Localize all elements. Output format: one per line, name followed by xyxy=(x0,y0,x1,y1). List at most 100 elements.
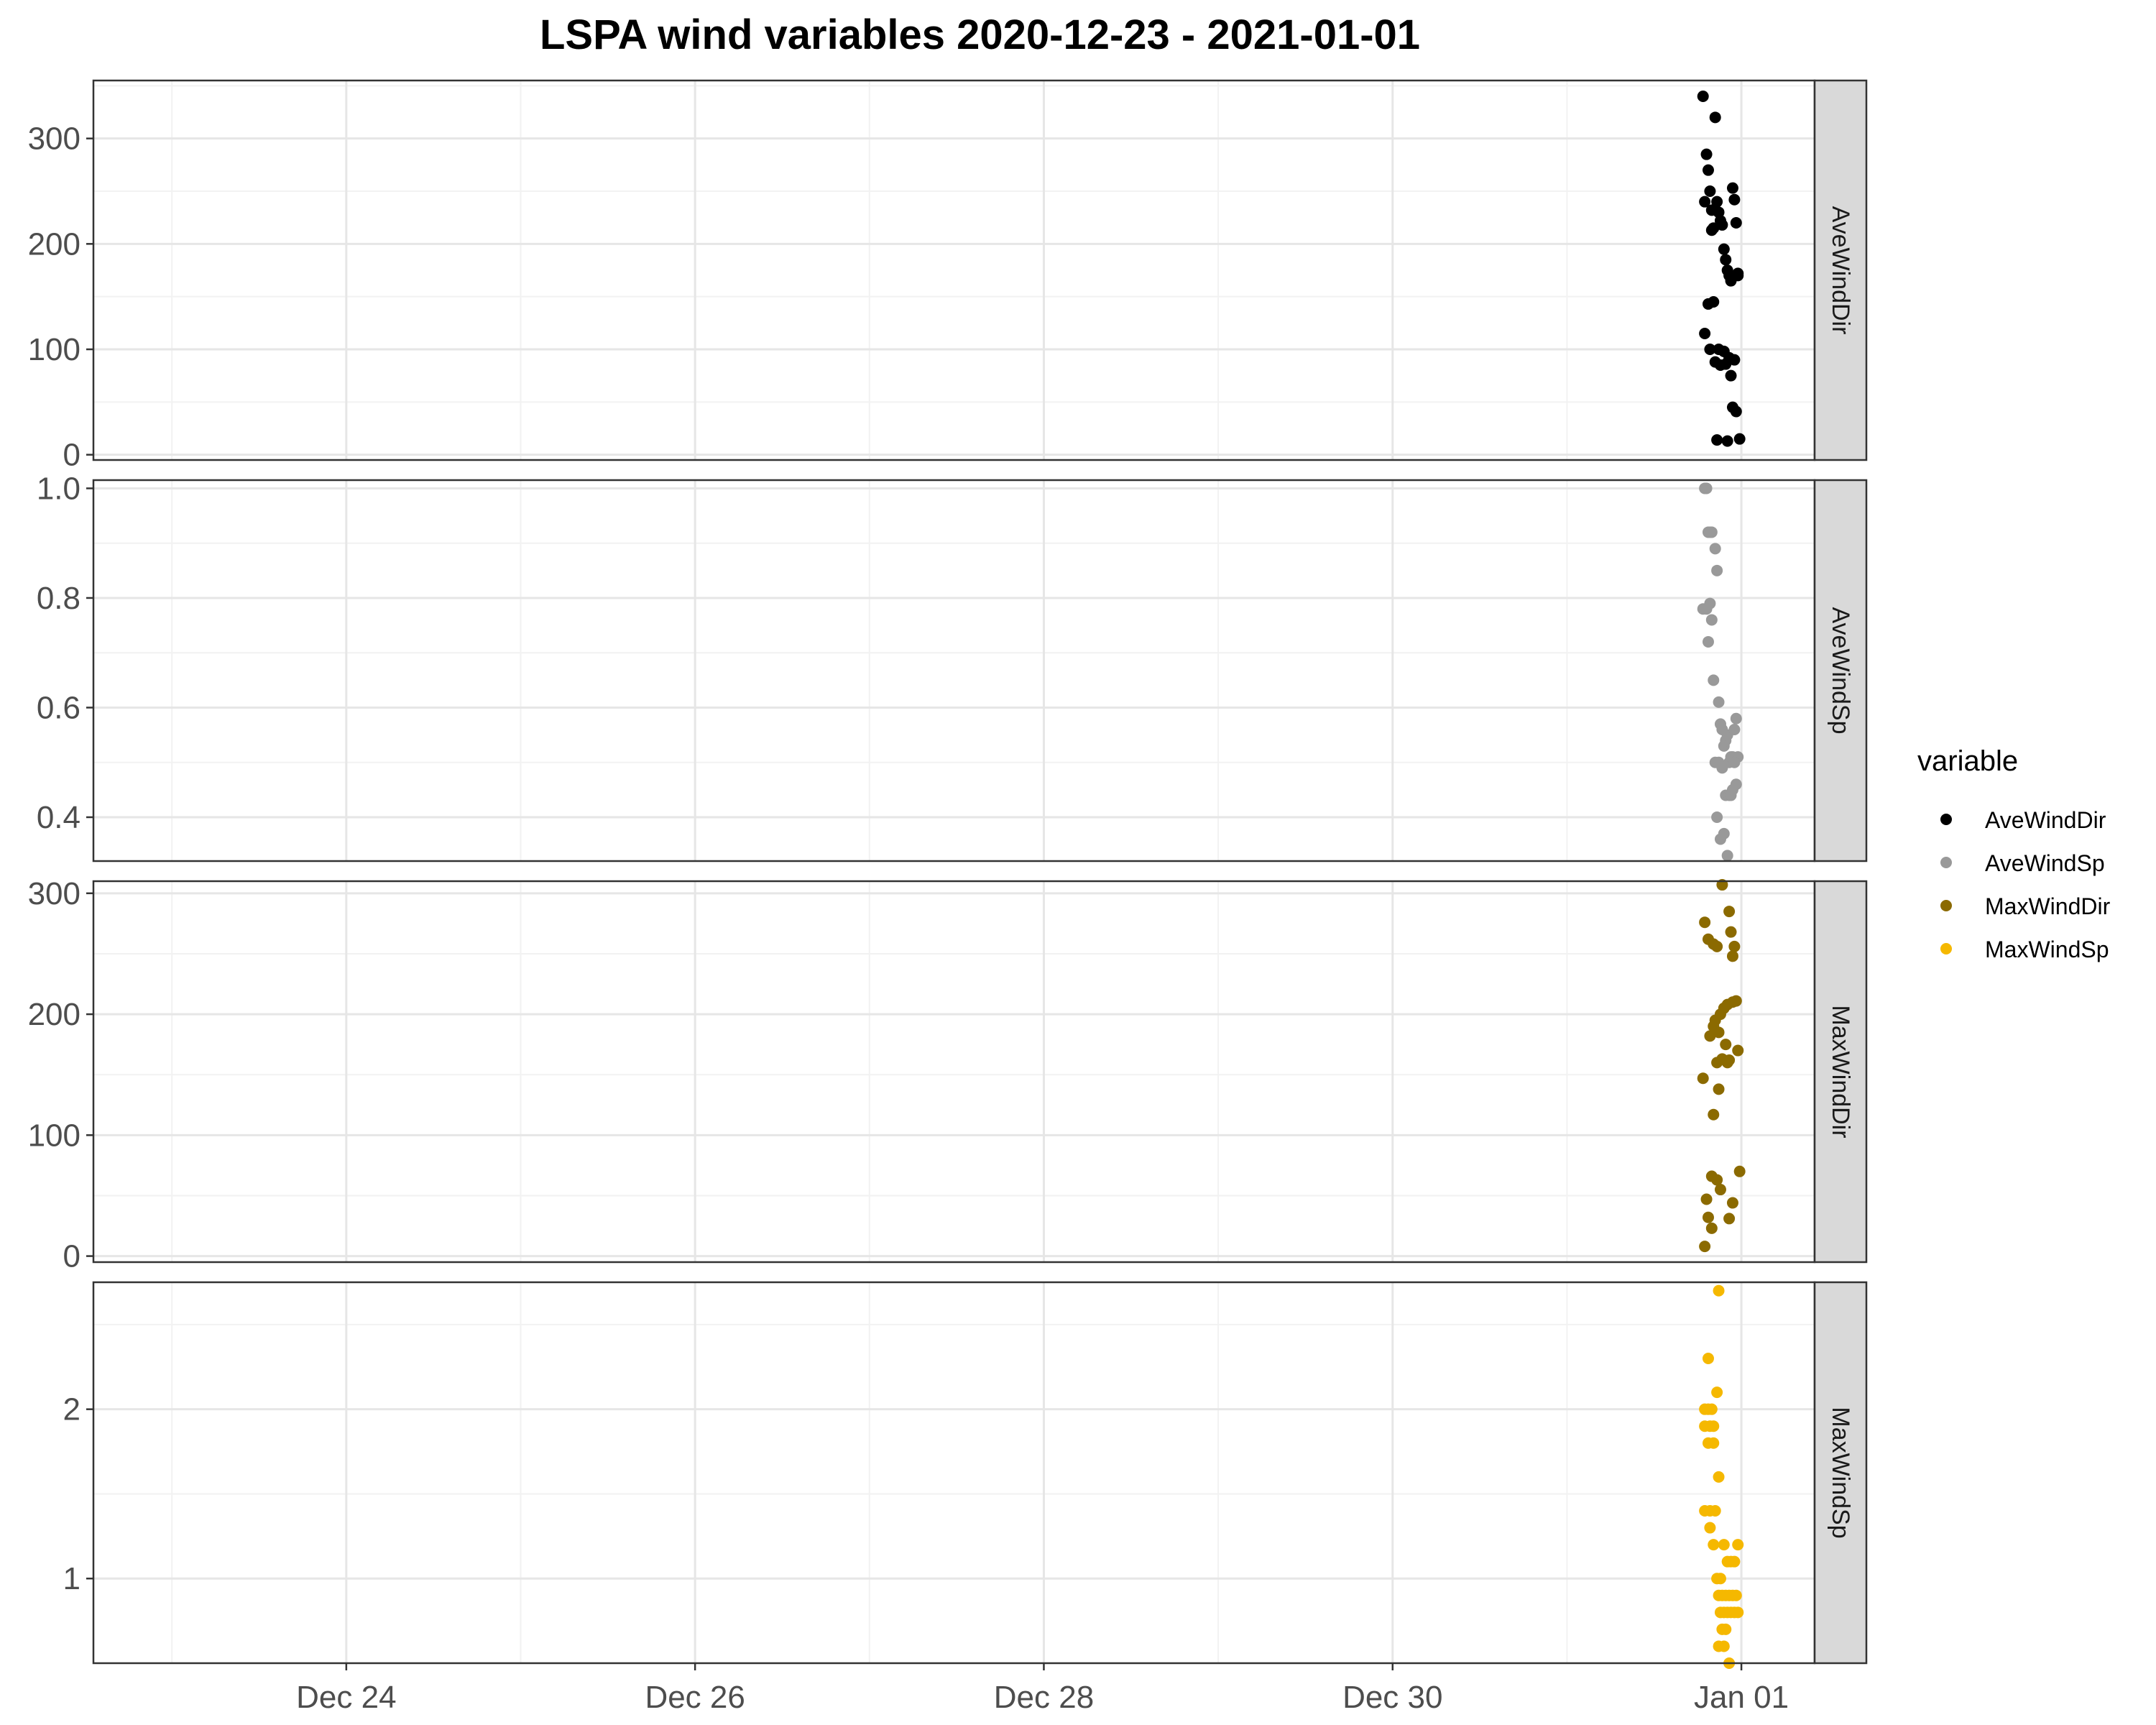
y-tick-label: 0.8 xyxy=(37,581,80,616)
data-point xyxy=(1705,224,1718,236)
data-point xyxy=(1728,940,1741,952)
facet-strip xyxy=(1813,79,1868,461)
data-point xyxy=(1728,193,1741,206)
data-point xyxy=(1728,723,1741,735)
data-point xyxy=(1732,1606,1744,1619)
y-tick-label: 0.4 xyxy=(37,800,80,835)
data-point xyxy=(1704,1030,1716,1042)
data-point xyxy=(1700,148,1713,160)
data-point xyxy=(1702,1211,1714,1223)
facet-MaxWindSp: 1 2 MaxWindSp xyxy=(63,1281,1868,1669)
data-point xyxy=(1720,1039,1732,1051)
data-point xyxy=(1718,243,1730,255)
facet-strip xyxy=(1813,880,1868,1264)
legend: variable AveWindDir AveWindSp MaxWindDir Ma… xyxy=(1917,745,2111,962)
data-point xyxy=(1711,1386,1723,1399)
data-point xyxy=(1721,1057,1733,1069)
y-tick-label: 1.0 xyxy=(37,471,80,506)
data-point xyxy=(1705,1403,1718,1415)
x-axis: Dec 24 Dec 26 Dec 28 Dec 30 Jan 01 xyxy=(296,1663,1789,1715)
data-point xyxy=(1700,1193,1713,1205)
data-point xyxy=(1708,296,1720,308)
facet-strip-label: AveWindSp xyxy=(1827,607,1854,734)
data-point xyxy=(1702,635,1714,648)
data-point xyxy=(1713,1026,1725,1039)
data-point xyxy=(1726,182,1738,194)
x-tick-label: Dec 30 xyxy=(1342,1680,1442,1715)
x-tick-label: Dec 26 xyxy=(645,1680,745,1715)
data-point xyxy=(1718,827,1730,840)
data-point xyxy=(1711,564,1723,576)
data-point xyxy=(1697,91,1709,102)
y-tick-label: 0 xyxy=(63,1239,80,1274)
data-point xyxy=(1708,1437,1720,1449)
y-tick-label: 200 xyxy=(28,226,80,262)
data-point xyxy=(1704,344,1716,355)
data-point xyxy=(1714,1184,1726,1196)
y-tick-label: 100 xyxy=(28,1118,80,1153)
facet-panels: 0 100 200 300 AveWindDir 0.4 0.6 0.8 1.0 AveWindS… xyxy=(28,79,1868,1669)
panel-background xyxy=(93,80,1815,460)
y-tick-label: 1 xyxy=(63,1561,80,1596)
facet-MaxWindDir: 0 100 200 300 MaxWindDir xyxy=(28,876,1868,1274)
data-point xyxy=(1709,1505,1721,1517)
legend-key xyxy=(1940,943,1952,954)
data-point xyxy=(1725,926,1737,938)
data-point xyxy=(1723,1213,1736,1225)
data-point xyxy=(1730,712,1742,724)
data-point xyxy=(1711,196,1723,208)
data-point xyxy=(1713,1284,1725,1297)
data-point xyxy=(1733,433,1746,445)
data-point xyxy=(1730,1589,1742,1601)
data-point xyxy=(1705,1222,1718,1234)
data-point xyxy=(1708,1108,1720,1121)
facet-strip-label: MaxWindDir xyxy=(1827,1005,1854,1138)
data-point xyxy=(1699,328,1711,339)
legend-items: AveWindDir AveWindSp MaxWindDir MaxWindSp xyxy=(1940,807,2111,962)
data-point xyxy=(1720,1623,1732,1635)
x-tick-label: Dec 28 xyxy=(994,1680,1094,1715)
y-tick-label: 200 xyxy=(28,997,80,1032)
data-point xyxy=(1713,696,1725,708)
data-point xyxy=(1730,217,1742,229)
legend-key xyxy=(1940,857,1952,868)
data-point xyxy=(1716,218,1728,231)
data-point xyxy=(1718,1539,1730,1551)
data-point xyxy=(1720,358,1732,370)
y-tick-label: 300 xyxy=(28,876,80,911)
y-tick-label: 2 xyxy=(63,1392,80,1427)
data-point xyxy=(1702,1353,1714,1364)
data-point xyxy=(1709,543,1721,555)
data-point xyxy=(1720,254,1732,266)
data-point xyxy=(1726,950,1738,962)
data-point xyxy=(1726,401,1738,413)
panel-background xyxy=(93,1282,1815,1663)
data-point xyxy=(1705,614,1718,626)
data-point xyxy=(1725,369,1737,382)
y-tick-label: 100 xyxy=(28,332,80,367)
x-tick-label: Jan 01 xyxy=(1694,1680,1789,1715)
facet-strip xyxy=(1813,1281,1868,1665)
points-AveWindSp xyxy=(1697,482,1744,862)
data-point xyxy=(1730,778,1742,791)
points-MaxWindDir xyxy=(1697,879,1746,1253)
data-point xyxy=(1708,1539,1720,1551)
data-point xyxy=(1708,1420,1720,1432)
data-point xyxy=(1713,1083,1725,1095)
chart-title: LSPA wind variables 2020-12-23 - 2021-01… xyxy=(540,12,1420,58)
data-point xyxy=(1728,756,1741,768)
legend-key xyxy=(1940,900,1952,911)
legend-label: MaxWindDir xyxy=(1985,893,2111,919)
legend-label: AveWindSp xyxy=(1985,850,2105,876)
data-point xyxy=(1721,850,1733,862)
data-point xyxy=(1733,1165,1746,1177)
legend-key xyxy=(1940,814,1952,825)
facet-AveWindDir: 0 100 200 300 AveWindDir xyxy=(28,79,1868,473)
data-point xyxy=(1699,916,1711,929)
facet-strip-label: MaxWindSp xyxy=(1827,1407,1854,1538)
facet-strip xyxy=(1813,479,1868,862)
data-point xyxy=(1705,526,1718,538)
data-point xyxy=(1732,1539,1744,1551)
data-point xyxy=(1716,762,1728,774)
